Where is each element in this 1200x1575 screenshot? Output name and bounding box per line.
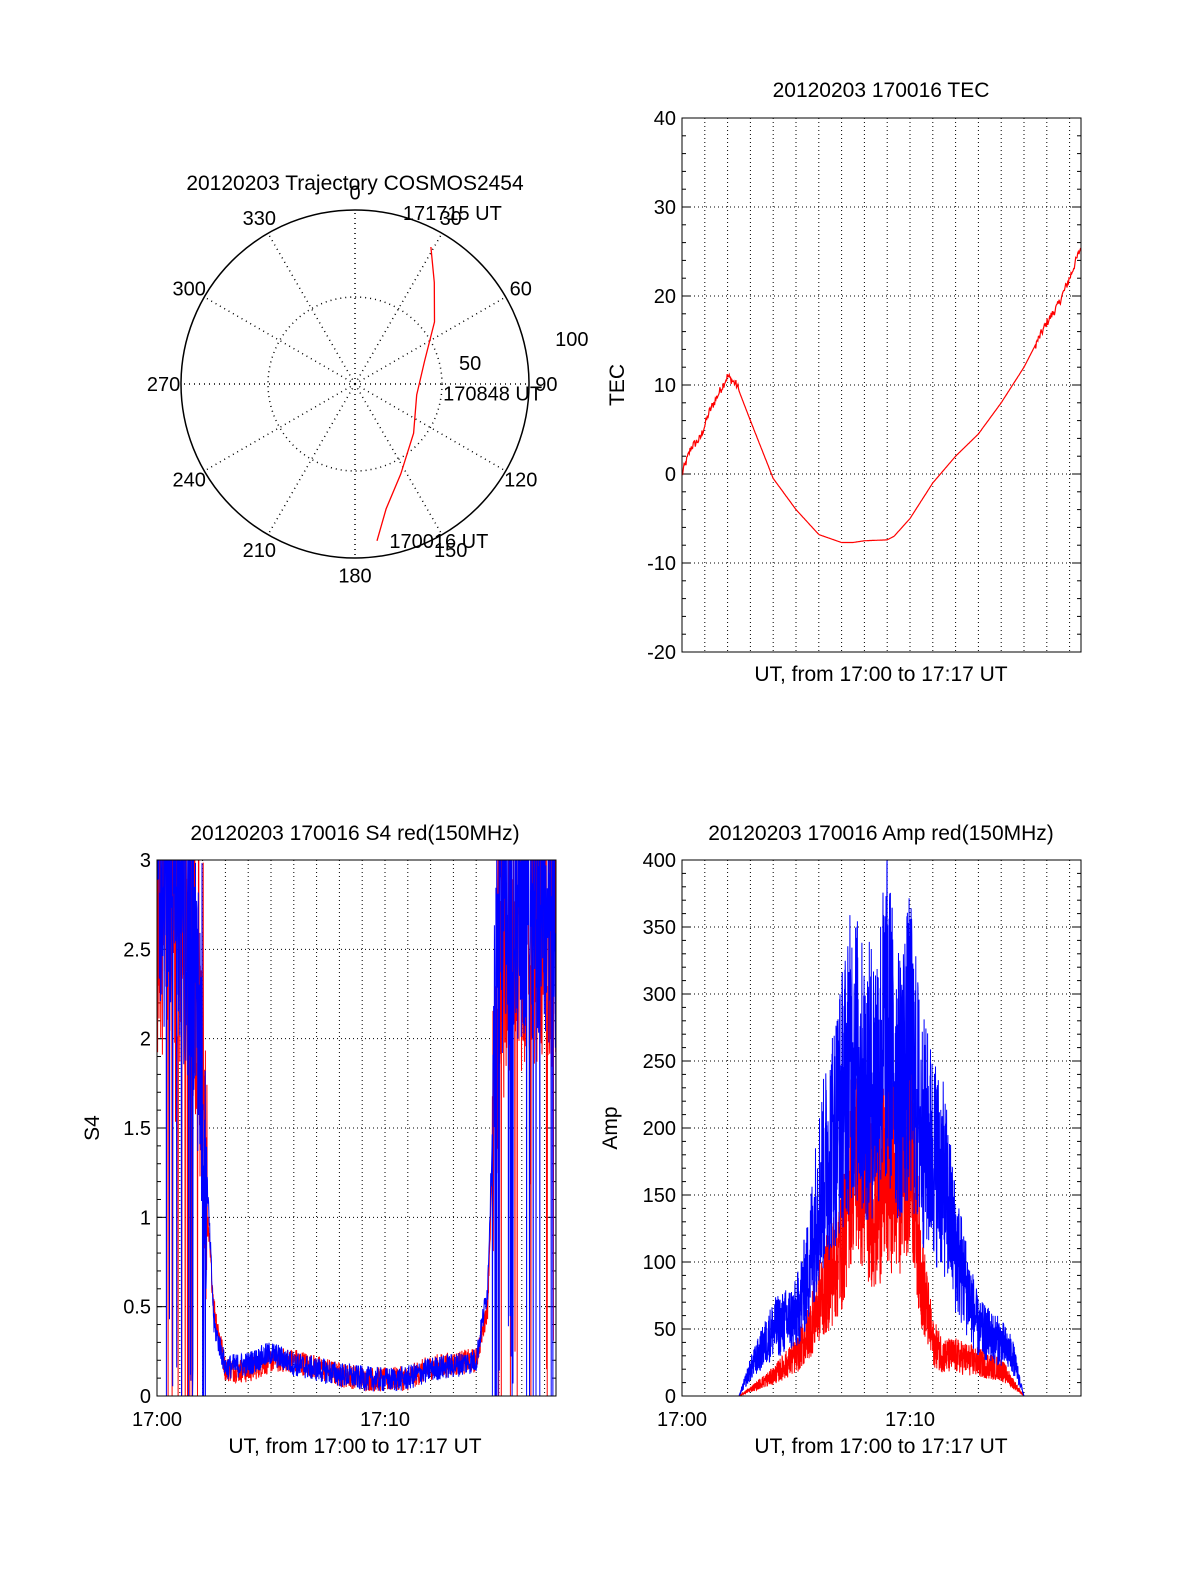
amp-xtick-label: 17:00 — [657, 1409, 707, 1431]
polar-angle-label: 0 — [349, 183, 360, 205]
polar-spoke — [267, 232, 356, 385]
polar-angle-label: 90 — [535, 374, 557, 396]
polar-spoke — [354, 232, 443, 385]
trajectory-time-annotation: 170016 UT — [389, 531, 488, 553]
s4-ytick-label: 0.5 — [123, 1297, 151, 1319]
tec-ylabel: TEC — [606, 364, 629, 406]
amp-title: 20120203 170016 Amp red(150MHz) — [708, 822, 1054, 845]
amp-ytick-label: 250 — [643, 1051, 676, 1073]
s4-frame — [156, 859, 557, 1397]
amp-xtick-label: 17:10 — [885, 1409, 935, 1431]
polar-radius-label: 100 — [555, 329, 588, 351]
tec-ytick-label: 0 — [665, 464, 676, 486]
s4-ytick-label: 2.5 — [123, 939, 151, 961]
tec-ytick-label: -10 — [647, 553, 676, 575]
s4-xlabel: UT, from 17:00 to 17:17 UT — [228, 1435, 481, 1458]
trajectory-series-red — [376, 246, 436, 541]
polar-outer-ring — [180, 209, 530, 559]
trajectory-title: 20120203 Trajectory COSMOS2454 — [186, 172, 524, 195]
tec-xlabel: UT, from 17:00 to 17:17 UT — [754, 663, 1007, 686]
polar-angle-label: 120 — [504, 470, 537, 492]
polar-angle-label: 240 — [173, 470, 206, 492]
s4-xtick-label: 17:00 — [132, 1409, 182, 1431]
tec-ytick-label: -20 — [647, 642, 676, 664]
polar-spoke — [354, 296, 507, 385]
amp-ytick-label: 0 — [665, 1386, 676, 1408]
polar-spoke — [354, 383, 443, 536]
polar-angle-label: 330 — [243, 208, 276, 230]
tec-series-red — [682, 247, 1081, 544]
amp-frame — [681, 859, 1082, 1397]
amp-ytick-label: 50 — [654, 1319, 676, 1341]
polar-angle-label: 210 — [243, 540, 276, 562]
amp-ytick-label: 150 — [643, 1185, 676, 1207]
amp-xlabel: UT, from 17:00 to 17:17 UT — [754, 1435, 1007, 1458]
s4-plot: 20120203 170016 S4 red(150MHz) UT, from … — [81, 822, 557, 1458]
amp-ytick-label: 100 — [643, 1252, 676, 1274]
amp-plot: 20120203 170016 Amp red(150MHz) UT, from… — [599, 822, 1082, 1458]
trajectory-time-annotation: 170848 UT — [443, 384, 542, 406]
tec-title: 20120203 170016 TEC — [773, 79, 990, 102]
tec-plot: 20120203 170016 TEC UT, from 17:00 to 17… — [606, 79, 1082, 686]
polar-spoke — [354, 383, 507, 472]
amp-series-red — [682, 1013, 1081, 1396]
polar-radius-label: 50 — [459, 353, 481, 375]
s4-ytick-label: 2 — [140, 1029, 151, 1051]
amp-ylabel: Amp — [599, 1106, 622, 1149]
amp-series-blue — [682, 860, 1081, 1396]
tec-frame — [681, 117, 1082, 653]
tec-ytick-label: 40 — [654, 108, 676, 130]
trajectory-polar-plot: 20120203 Trajectory COSMOS2454 0 30 60 90 12… — [147, 172, 589, 587]
s4-series-blue — [157, 860, 556, 1396]
tec-ytick-label: 30 — [654, 197, 676, 219]
s4-ytick-label: 0 — [140, 1386, 151, 1408]
s4-ylabel: S4 — [81, 1115, 104, 1141]
amp-ytick-label: 300 — [643, 984, 676, 1006]
polar-angle-label: 60 — [510, 278, 532, 300]
polar-angle-label: 270 — [147, 374, 180, 396]
polar-spoke — [203, 296, 356, 385]
tec-ytick-label: 20 — [654, 286, 676, 308]
s4-ytick-label: 1 — [140, 1207, 151, 1229]
polar-angle-label: 30 — [440, 208, 462, 230]
polar-angle-label: 180 — [338, 565, 371, 587]
polar-spoke — [203, 383, 356, 472]
amp-ytick-label: 200 — [643, 1118, 676, 1140]
polar-ring — [267, 296, 443, 472]
amp-ytick-label: 400 — [643, 850, 676, 872]
amp-ytick-label: 350 — [643, 917, 676, 939]
polar-spoke — [267, 383, 356, 536]
polar-angle-label: 150 — [434, 540, 467, 562]
s4-title: 20120203 170016 S4 red(150MHz) — [190, 822, 519, 845]
s4-ytick-label: 1.5 — [123, 1118, 151, 1140]
tec-ytick-label: 10 — [654, 375, 676, 397]
s4-xtick-label: 17:10 — [360, 1409, 410, 1431]
polar-angle-label: 300 — [173, 278, 206, 300]
trajectory-time-annotation: 171715 UT — [403, 203, 502, 225]
s4-ytick-label: 3 — [140, 850, 151, 872]
